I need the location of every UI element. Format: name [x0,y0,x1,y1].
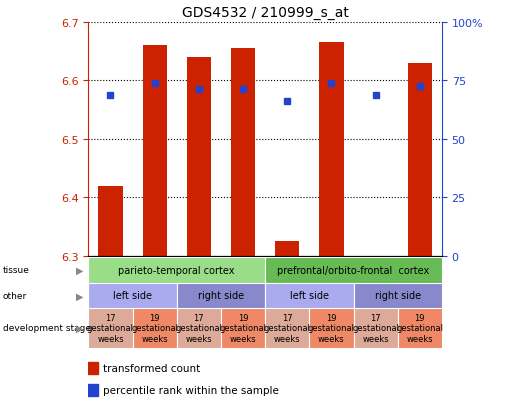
Text: prefrontal/orbito-frontal  cortex: prefrontal/orbito-frontal cortex [277,265,430,275]
Bar [265,257,442,283]
Bar [132,309,177,348]
Bar [354,283,442,309]
Text: tissue: tissue [3,266,29,275]
Text: left side: left side [113,291,152,301]
Bar [265,309,309,348]
Bar [187,58,211,256]
Text: 19
gestational
weeks: 19 gestational weeks [220,313,267,343]
Text: 19
gestational
weeks: 19 gestational weeks [131,313,178,343]
Text: 17
gestational
weeks: 17 gestational weeks [175,313,222,343]
Text: 17
gestational
weeks: 17 gestational weeks [352,313,399,343]
Text: right side: right side [375,291,421,301]
Bar [142,46,167,256]
Bar [398,309,442,348]
Bar [408,64,432,256]
Bar [231,49,255,256]
Text: 17
gestational
weeks: 17 gestational weeks [87,313,134,343]
Bar [221,309,265,348]
Text: 17
gestational
weeks: 17 gestational weeks [264,313,311,343]
Bar [88,283,177,309]
Bar [177,283,265,309]
Text: left side: left side [290,291,329,301]
Text: development stage: development stage [3,324,90,332]
Title: GDS4532 / 210999_s_at: GDS4532 / 210999_s_at [182,6,348,20]
Bar [177,309,221,348]
Text: ▶: ▶ [76,265,83,275]
Text: right side: right side [198,291,244,301]
Bar [354,309,398,348]
Bar [319,43,343,256]
Bar [88,362,98,374]
Text: ▶: ▶ [76,291,83,301]
Text: 19
gestational
weeks: 19 gestational weeks [308,313,355,343]
Bar [265,283,354,309]
Bar [98,186,123,256]
Bar [275,242,299,256]
Bar [88,384,98,396]
Text: ▶: ▶ [76,323,83,333]
Bar [309,309,354,348]
Text: transformed count: transformed count [103,363,200,373]
Text: other: other [3,291,27,300]
Text: 19
gestational
weeks: 19 gestational weeks [396,313,443,343]
Bar [88,257,265,283]
Text: percentile rank within the sample: percentile rank within the sample [103,385,279,395]
Text: parieto-temporal cortex: parieto-temporal cortex [119,265,235,275]
Bar [88,309,132,348]
